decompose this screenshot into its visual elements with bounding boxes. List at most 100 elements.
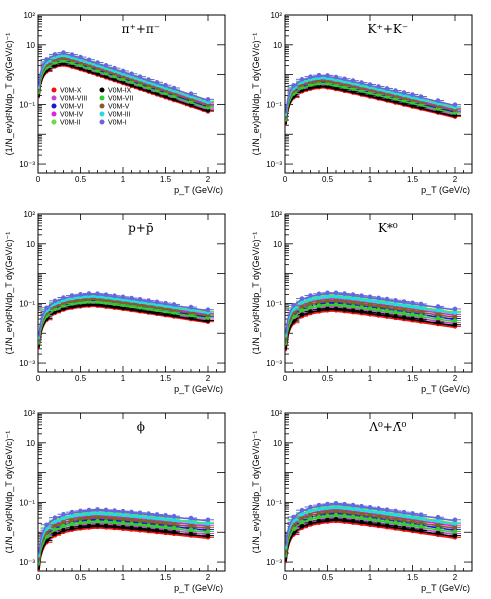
data-point: [69, 509, 75, 515]
data-point: [112, 511, 117, 517]
data-point: [61, 515, 66, 521]
x-tick-label: 0.5: [75, 374, 87, 383]
data-point: [401, 521, 407, 527]
x-tick-label: 0.5: [75, 175, 87, 184]
data-point: [316, 299, 322, 304]
x-axis-label: p_T (GeV/c): [421, 583, 470, 593]
data-point: [359, 293, 364, 298]
x-tick-label: 0: [36, 374, 41, 383]
data-point: [393, 512, 398, 517]
data-point: [103, 507, 109, 513]
data-point: [367, 310, 373, 315]
data-point: [137, 510, 143, 516]
data-point: [376, 521, 381, 527]
data-point: [146, 298, 151, 303]
data-point: [367, 516, 373, 522]
data-point: [112, 519, 117, 525]
data-point: [171, 521, 177, 527]
data-point: [325, 505, 330, 511]
data-point: [350, 510, 356, 515]
y-tick-label: 10⁻³: [266, 558, 282, 567]
data-point: [410, 300, 415, 306]
data-point: [333, 294, 339, 299]
data-point: [367, 306, 373, 311]
data-point: [410, 518, 415, 524]
data-point: [316, 518, 322, 524]
legend-label: V0M-VIII: [60, 96, 87, 103]
data-point: [367, 508, 373, 514]
legend-label: V0M-IV: [60, 112, 84, 119]
data-point: [350, 78, 356, 83]
x-tick-label: 0: [283, 573, 288, 582]
data-point: [205, 97, 211, 102]
data-point: [120, 520, 126, 526]
data-point: [129, 295, 134, 301]
x-tick-label: 1: [121, 573, 126, 582]
data-point: [69, 52, 75, 57]
data-point: [154, 80, 160, 85]
data-point: [410, 307, 415, 313]
data-point: [418, 301, 424, 307]
data-point: [452, 533, 458, 538]
data-point: [342, 291, 347, 296]
data-point: [401, 90, 407, 95]
x-tick-label: 0: [36, 175, 41, 184]
legend-marker: [51, 103, 57, 109]
data-point: [137, 514, 143, 519]
data-point: [112, 293, 117, 298]
data-point: [452, 521, 458, 526]
panel-title: K*⁰: [378, 221, 398, 235]
data-point: [333, 504, 339, 510]
data-point: [435, 530, 441, 536]
data-point: [367, 298, 373, 303]
data-point: [188, 519, 194, 525]
x-tick-label: 2: [453, 573, 458, 582]
data-point: [452, 529, 458, 534]
y-tick-label: 10: [26, 240, 35, 249]
data-point: [86, 511, 92, 517]
data-point: [61, 519, 66, 525]
data-point: [359, 519, 364, 525]
data-point: [359, 297, 364, 302]
data-point: [325, 294, 330, 299]
data-point: [435, 522, 441, 528]
data-point: [112, 65, 117, 71]
y-axis-label: (1/N_ev)d²N/dp_T dy(GeV/c)⁻¹: [4, 33, 14, 156]
series-line-v0m-x: [285, 310, 455, 352]
data-point: [410, 526, 415, 532]
data-point: [393, 524, 398, 530]
data-point: [163, 300, 168, 306]
x-tick-label: 0: [283, 374, 288, 383]
x-tick-label: 1: [368, 175, 373, 184]
data-point: [435, 319, 441, 325]
data-point: [376, 506, 381, 511]
legend-marker: [51, 111, 57, 117]
data-point: [171, 85, 177, 91]
x-tick-label: 1.5: [160, 175, 172, 184]
data-point: [95, 510, 100, 516]
data-point: [146, 527, 151, 532]
data-point: [452, 314, 458, 319]
legend-label: V0M-IX: [108, 88, 132, 95]
data-point: [205, 533, 211, 538]
data-point: [120, 294, 126, 300]
data-point: [367, 301, 373, 307]
y-tick-label: 10²: [270, 409, 282, 418]
y-tick-label: 10: [273, 240, 282, 249]
data-point: [163, 524, 168, 530]
x-tick-label: 1.5: [407, 175, 419, 184]
plot-frame: [37, 213, 226, 373]
data-point: [299, 307, 305, 313]
data-point: [452, 102, 458, 107]
data-point: [418, 512, 424, 517]
data-point: [308, 304, 313, 310]
data-point: [188, 531, 194, 537]
data-point: [205, 517, 211, 523]
legend-marker: [51, 87, 57, 93]
data-point: [120, 516, 126, 522]
y-tick-label: 10⁻¹: [266, 498, 282, 507]
data-point: [418, 305, 424, 311]
data-point: [52, 298, 58, 304]
data-point: [137, 526, 143, 531]
